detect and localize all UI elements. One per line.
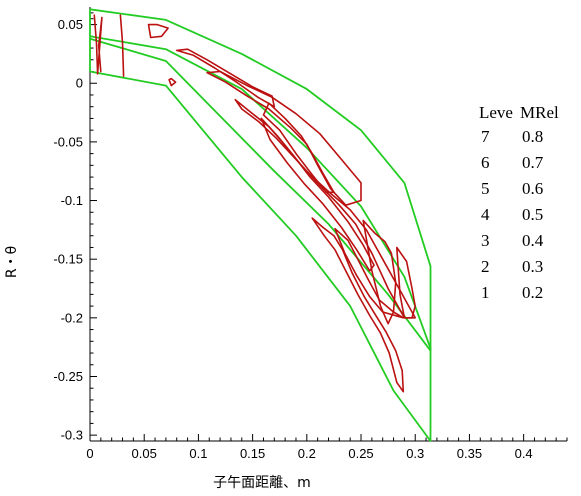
contour-level-3 xyxy=(119,14,125,77)
y-tick-label: -0.05 xyxy=(53,134,83,149)
y-tick-label: 0 xyxy=(76,76,83,91)
y-tick-label: -0.3 xyxy=(61,428,83,443)
y-tick-label: 0.05 xyxy=(58,17,83,32)
y-tick-label: -0.15 xyxy=(53,252,83,267)
x-tick-label: 0.3 xyxy=(406,446,424,461)
y-tick-label: -0.25 xyxy=(53,369,83,384)
legend-value: 0.5 xyxy=(522,205,543,224)
contour-level-3 xyxy=(311,217,405,393)
legend-level: 7 xyxy=(481,127,490,146)
legend-value: 0.3 xyxy=(522,257,543,276)
x-tick-label: 0 xyxy=(86,446,93,461)
legend-header-level: Leve xyxy=(479,103,513,122)
x-tick-label: 0.4 xyxy=(515,446,533,461)
legend-value: 0.4 xyxy=(522,231,544,250)
x-tick-label: 0.25 xyxy=(348,446,373,461)
legend-value: 0.7 xyxy=(522,153,544,172)
blade-passage-2-line xyxy=(89,35,432,442)
legend-value: 0.8 xyxy=(522,127,543,146)
contour-level-5 xyxy=(175,48,276,108)
x-axis-ticks: 0 0.05 0.1 0.15 0.2 0.25 0.3 0.35 0.4 xyxy=(86,434,568,461)
legend-level: 1 xyxy=(481,283,490,302)
legend-level: 5 xyxy=(481,179,490,198)
contour-level-3 xyxy=(334,227,405,319)
legend-level: 3 xyxy=(481,231,490,250)
contour-level-6 xyxy=(168,77,177,87)
contour-level-5 xyxy=(206,70,362,206)
y-axis-title: R・θ xyxy=(4,246,20,278)
boundary-lines xyxy=(89,8,432,442)
x-tick-label: 0.1 xyxy=(189,446,207,461)
x-tick-label: 0.35 xyxy=(457,446,482,461)
legend-value: 0.2 xyxy=(522,283,543,302)
contour-level-2 xyxy=(93,14,103,75)
y-tick-label: -0.1 xyxy=(61,193,83,208)
contour-level-4 xyxy=(147,23,169,39)
legend-level: 4 xyxy=(481,205,490,224)
legend-header-value: MRel xyxy=(520,103,559,122)
contour-level-5 xyxy=(362,219,397,325)
y-tick-label: -0.2 xyxy=(61,310,83,325)
x-tick-label: 0.2 xyxy=(298,446,316,461)
legend-value: 0.6 xyxy=(522,179,543,198)
y-axis-ticks: 0.05 0 -0.05 -0.1 -0.15 -0.2 -0.25 -0.3 xyxy=(53,12,97,443)
x-tick-label: 0.05 xyxy=(132,446,157,461)
blade-passage-1-line xyxy=(89,8,432,352)
legend-level: 2 xyxy=(481,257,490,276)
legend: Leve MRel 7 0.8 6 0.7 5 0.6 4 0.5 3 0.4 2 0.3 1 0.2 xyxy=(479,103,559,302)
contour-level-4 xyxy=(395,246,417,319)
x-tick-label: 0.15 xyxy=(240,446,265,461)
contour-level-4 xyxy=(234,98,417,319)
legend-level: 6 xyxy=(481,153,490,172)
contour-lines xyxy=(93,14,417,393)
x-axis-title: 子午面距離、m xyxy=(213,474,311,491)
